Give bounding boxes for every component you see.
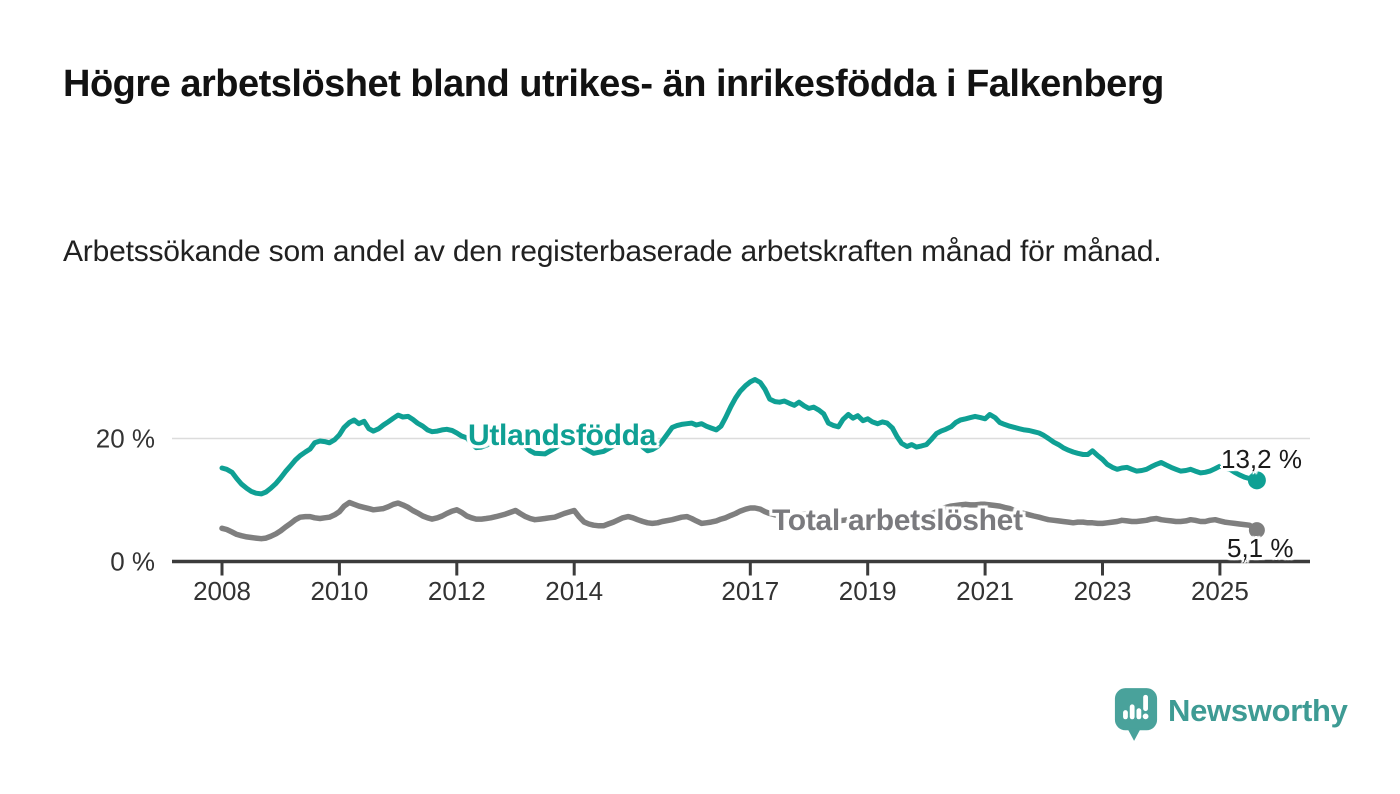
x-tick-label: 2017 [721, 576, 779, 606]
page-subtitle: Arbetssökande som andel av den registerb… [63, 235, 1162, 268]
series-label-utlandsfodda: Utlandsfödda [468, 419, 657, 452]
newsworthy-logo-icon [1114, 688, 1158, 741]
x-tick-label: 2014 [545, 576, 603, 606]
newsworthy-logo-text: Newsworthy [1168, 693, 1348, 728]
x-tick-label: 2023 [1074, 576, 1132, 606]
x-tick-label: 2025 [1191, 576, 1249, 606]
y-tick-label: 20 % [96, 424, 155, 454]
end-value-label-total: 5,1 % [1227, 533, 1294, 563]
x-tick-label: 2010 [310, 576, 368, 606]
y-tick-label: 0 % [110, 547, 155, 577]
series-label-total-arbetsloshet: Total arbetslöshet [772, 504, 1023, 537]
series-line-total-arbetsl-shet [219, 499, 1260, 542]
x-tick-label: 2008 [193, 576, 251, 606]
x-tick-label: 2012 [428, 576, 486, 606]
x-tick-label: 2021 [956, 576, 1014, 606]
newsworthy-branding: Newsworthy [1113, 686, 1348, 742]
x-tick-label: 2019 [839, 576, 897, 606]
series-end-dot-total-arbetsl-shet [1248, 522, 1265, 539]
series-end-dot-utlandsf-dda [1247, 471, 1266, 490]
page-title: Högre arbetslöshet bland utrikes- än inr… [63, 63, 1164, 105]
end-value-label-utlandsfodda: 13,2 % [1221, 444, 1302, 474]
series-line-utlandsf-dda [219, 377, 1260, 497]
